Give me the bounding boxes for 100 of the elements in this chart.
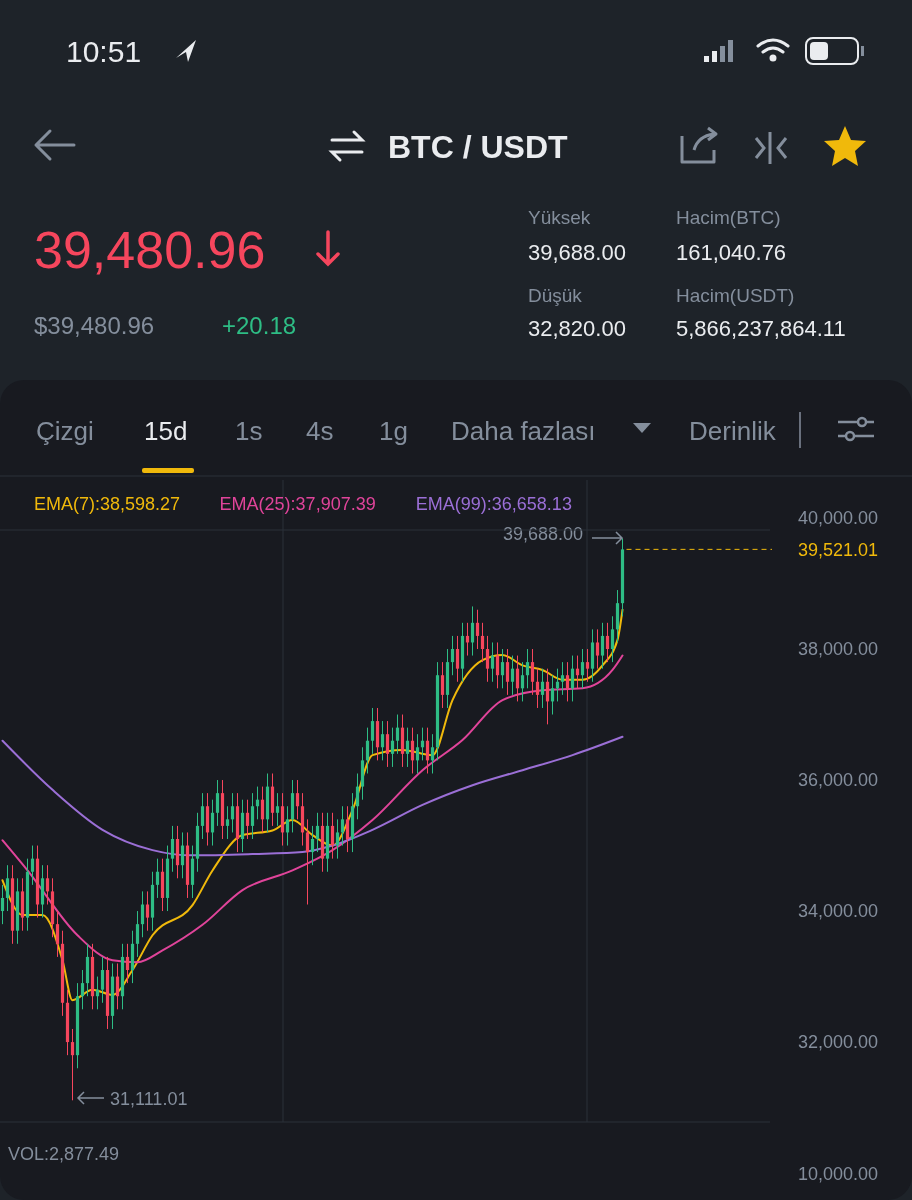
text: Daha fazlası bbox=[451, 416, 596, 446]
line-series bbox=[1, 608, 624, 1002]
candlestick bbox=[550, 674, 555, 716]
candlestick bbox=[315, 812, 320, 853]
candlestick bbox=[500, 648, 505, 689]
text: $39,480.96 bbox=[34, 312, 155, 339]
line-series bbox=[1, 735, 624, 857]
candlestick bbox=[505, 648, 510, 696]
candlestick bbox=[450, 635, 455, 676]
candlestick bbox=[380, 720, 385, 761]
candlestick bbox=[70, 1028, 75, 1101]
text: Yüksek bbox=[528, 207, 591, 228]
candlestick bbox=[355, 772, 360, 820]
candlestick bbox=[530, 648, 535, 696]
text: 32,820.00 bbox=[528, 316, 626, 341]
candlestick bbox=[100, 956, 105, 1004]
candlestick bbox=[225, 805, 230, 840]
y-tick-label: 34,000.00 bbox=[797, 901, 878, 922]
text: Hacim(BTC) bbox=[676, 207, 781, 228]
text: 1s bbox=[235, 416, 263, 446]
candlestick bbox=[230, 792, 235, 833]
candlestick bbox=[395, 714, 400, 755]
candlestick bbox=[295, 779, 300, 820]
candlestick bbox=[565, 661, 570, 702]
candlestick bbox=[210, 799, 215, 847]
y-tick-label: 40,000.00 bbox=[797, 508, 878, 529]
y-tick-label: 38,000.00 bbox=[797, 639, 878, 660]
candlestick bbox=[595, 628, 600, 670]
text: 15d bbox=[144, 416, 188, 446]
candlestick bbox=[135, 910, 140, 958]
candlestick bbox=[470, 605, 475, 657]
candlestick bbox=[570, 655, 575, 702]
candlestick bbox=[145, 890, 150, 932]
candlestick bbox=[515, 655, 520, 702]
text: 10:51 bbox=[66, 35, 142, 68]
candlestick bbox=[370, 707, 375, 755]
text: 39,480.96 bbox=[34, 221, 266, 279]
candlestick bbox=[215, 779, 220, 827]
text: 10,000.00 bbox=[797, 1164, 878, 1184]
text: Çizgi bbox=[36, 416, 94, 446]
candlestick bbox=[115, 962, 120, 1010]
candlestick bbox=[600, 622, 605, 670]
candlestick bbox=[275, 792, 280, 827]
candlestick bbox=[580, 648, 585, 689]
text: Derinlik bbox=[689, 416, 777, 446]
candlestick bbox=[335, 818, 340, 860]
candlestick bbox=[330, 812, 335, 860]
candlestick bbox=[535, 668, 540, 709]
candlestick bbox=[495, 641, 500, 689]
candlestick bbox=[345, 805, 350, 853]
candlestick bbox=[480, 622, 485, 663]
candlestick bbox=[560, 661, 565, 696]
text: +20.18 bbox=[222, 312, 297, 339]
candlestick bbox=[5, 864, 10, 912]
candlestick bbox=[155, 858, 160, 899]
candlestick bbox=[390, 727, 395, 768]
ref-line-label: 39,521.01 bbox=[797, 539, 878, 560]
candlestick bbox=[180, 831, 185, 879]
candlestick bbox=[260, 786, 265, 833]
candlestick bbox=[510, 655, 515, 696]
candlestick bbox=[55, 910, 60, 958]
candlestick bbox=[455, 635, 460, 683]
annotation: 31,111.01 bbox=[110, 1089, 188, 1109]
candlestick bbox=[525, 648, 530, 689]
line-series bbox=[1, 654, 624, 964]
candlestick bbox=[610, 615, 615, 663]
candlestick bbox=[485, 635, 490, 683]
candlestick bbox=[285, 805, 290, 847]
candlestick bbox=[410, 727, 415, 774]
candlestick bbox=[45, 864, 50, 906]
candlestick bbox=[170, 825, 175, 873]
candlestick bbox=[385, 720, 390, 768]
candlestick bbox=[125, 943, 130, 984]
candlestick bbox=[405, 727, 410, 768]
candlestick bbox=[430, 733, 435, 774]
candlestick bbox=[0, 884, 5, 925]
candlestick bbox=[545, 668, 550, 725]
text: VOL:2,877.49 bbox=[8, 1144, 120, 1164]
candlestick bbox=[585, 648, 590, 683]
text: 4s bbox=[306, 416, 334, 446]
candlestick bbox=[310, 825, 315, 866]
text: 5,866,237,864.11 bbox=[676, 316, 846, 341]
y-tick-label: 32,000.00 bbox=[797, 1032, 878, 1053]
candlestick bbox=[415, 733, 420, 774]
candlestick bbox=[200, 792, 205, 840]
candlestick bbox=[365, 727, 370, 774]
candlestick bbox=[605, 622, 610, 663]
legend-label: EMA(7):38,598.27 bbox=[34, 494, 181, 514]
candlestick bbox=[30, 845, 35, 886]
candlestick bbox=[245, 799, 250, 840]
text: 161,040.76 bbox=[676, 240, 787, 265]
y-tick-label: 36,000.00 bbox=[797, 770, 878, 791]
text: 39,688.00 bbox=[528, 240, 626, 265]
annotation: 39,688.00 bbox=[502, 524, 583, 544]
candlestick bbox=[250, 792, 255, 840]
text: EMA(25):37,907.39 bbox=[219, 494, 376, 514]
candlestick bbox=[340, 805, 345, 847]
candlestick bbox=[425, 727, 430, 774]
text: Düşük bbox=[528, 285, 583, 306]
candlestick bbox=[475, 609, 480, 650]
